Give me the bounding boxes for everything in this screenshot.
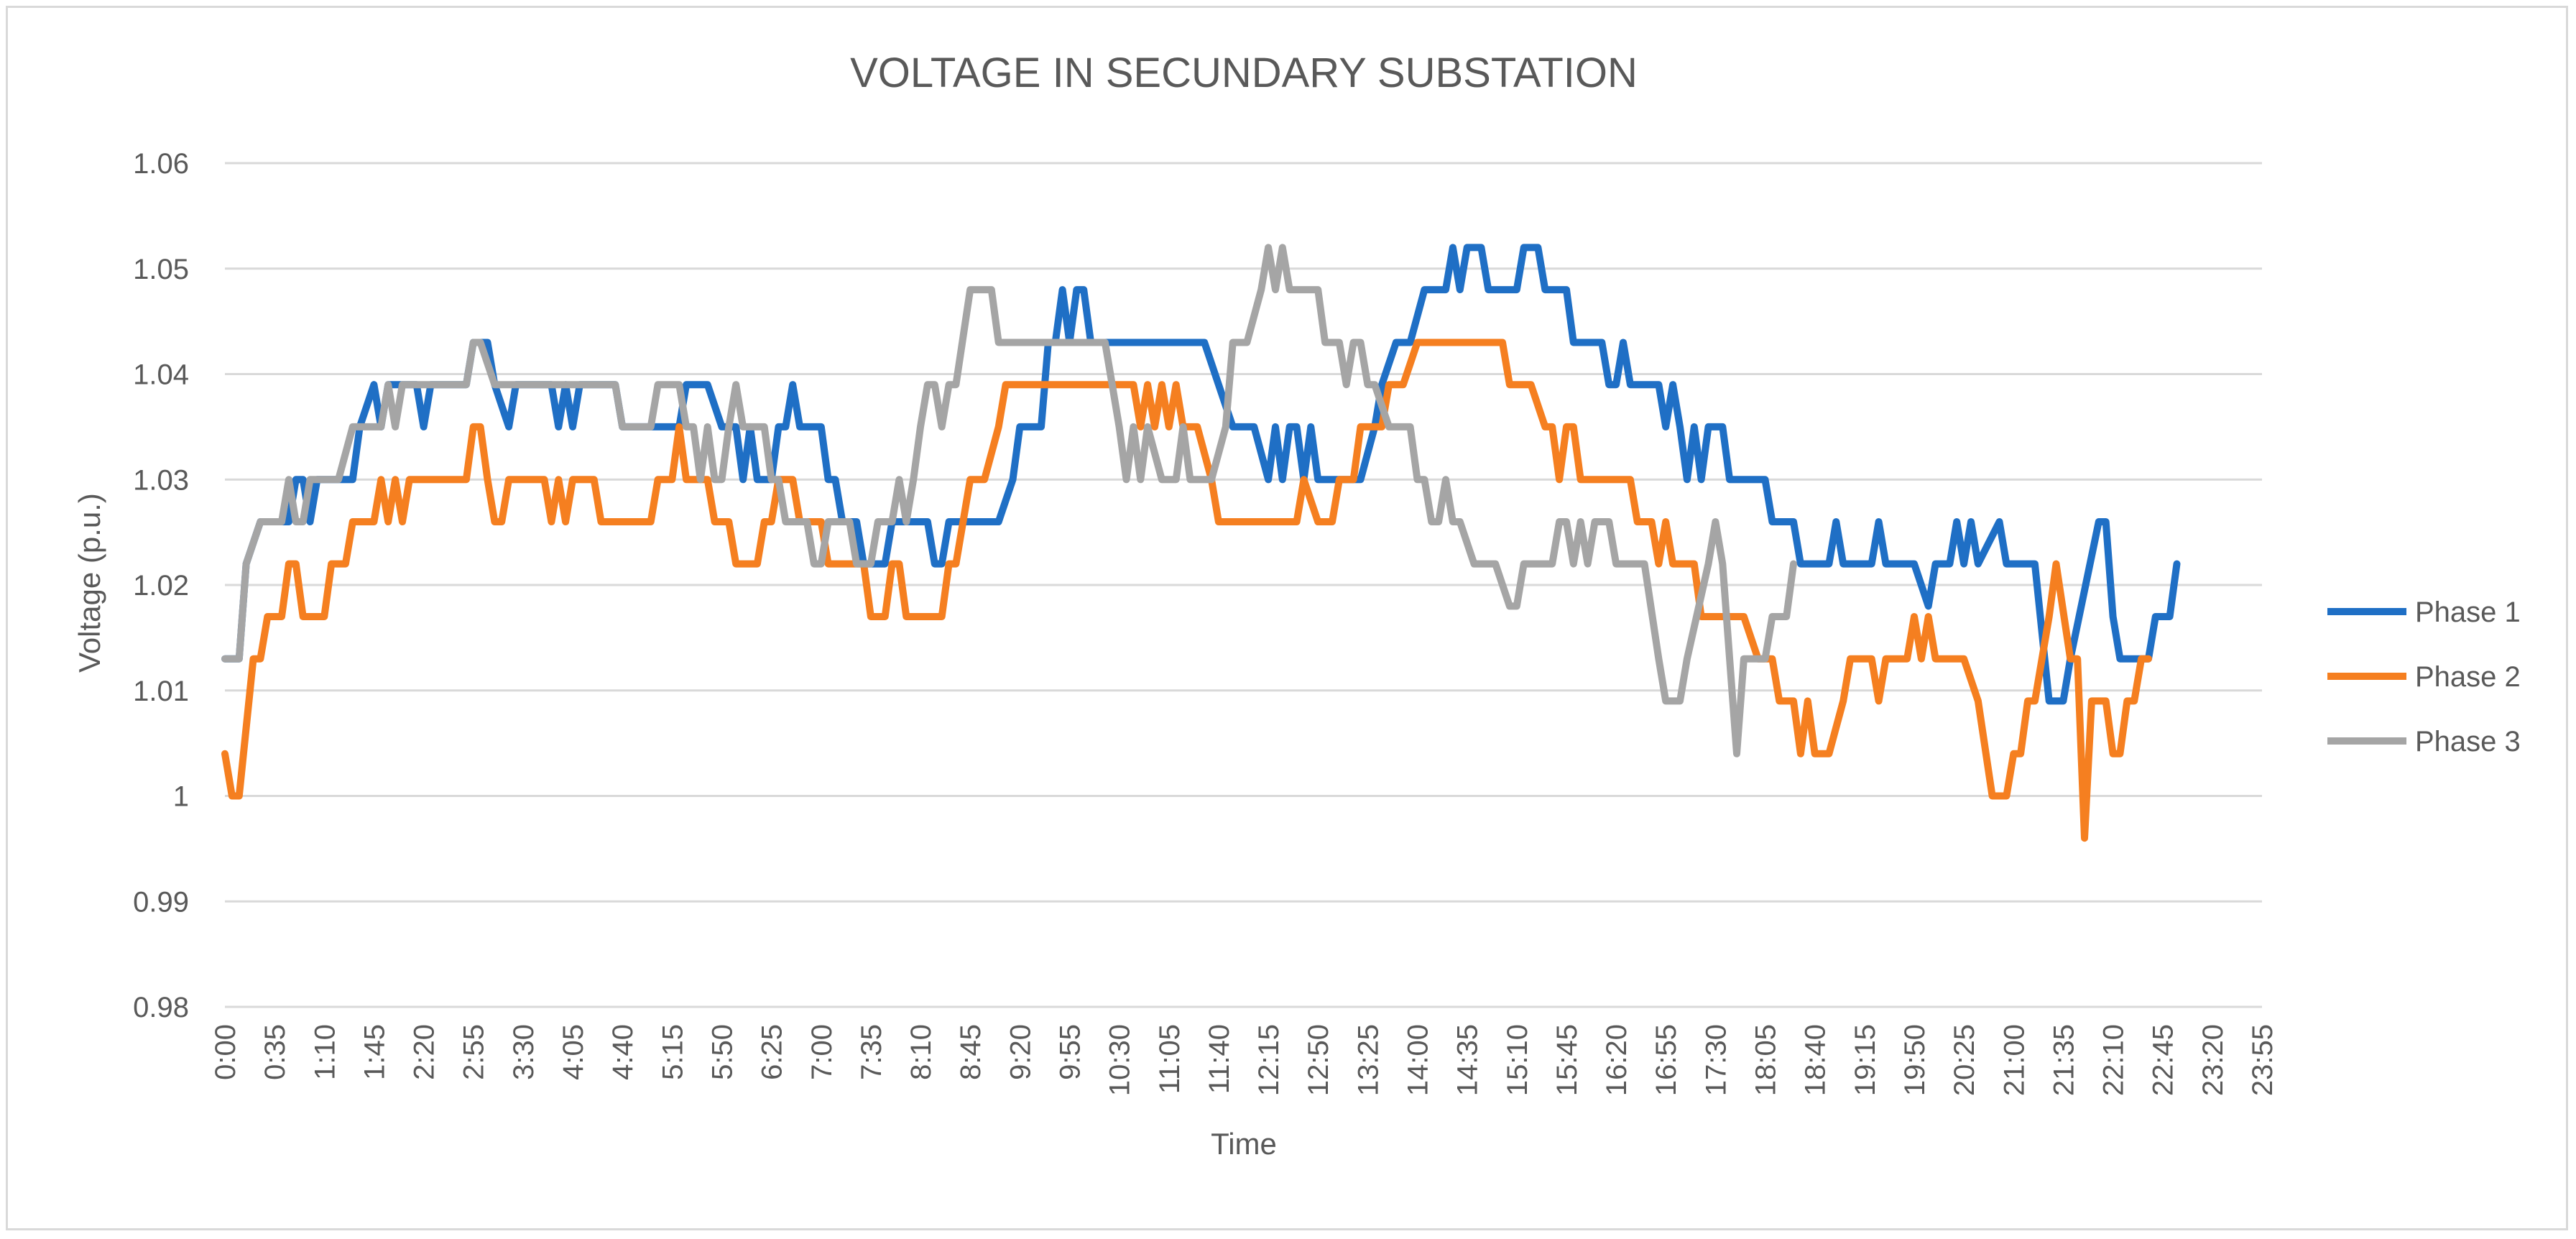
y-tick-label: 0.99 [133,886,189,918]
x-tick-label: 22:45 [2148,1024,2179,1096]
x-tick-label: 17:30 [1700,1024,1732,1096]
x-tick-label: 18:40 [1800,1024,1832,1096]
x-tick-label: 23:55 [2247,1024,2279,1096]
x-tick-label: 1:10 [309,1024,341,1080]
y-tick-label: 1 [173,781,189,813]
x-tick-label: 2:20 [409,1024,440,1080]
x-tick-label: 13:25 [1352,1024,1384,1096]
x-tick-label: 21:00 [1998,1024,2030,1096]
x-tick-label: 8:45 [955,1024,987,1080]
x-tick-label: 5:50 [706,1024,738,1080]
x-tick-label: 0:00 [210,1024,241,1080]
x-tick-label: 0:35 [259,1024,291,1080]
x-tick-label: 20:25 [1949,1024,1980,1096]
x-tick-label: 1:45 [359,1024,390,1080]
y-tick-label: 1.02 [133,570,189,602]
legend-label-phase-2: Phase 2 [2415,661,2521,693]
x-tick-label: 21:35 [2048,1024,2079,1096]
series-line-phase-1 [221,244,2181,705]
x-tick-label: 14:00 [1403,1024,1434,1096]
x-tick-label: 12:50 [1303,1024,1334,1096]
y-axis-ticks: 0.98 0.99 1 1.01 1.02 1.03 1.04 1.05 1.06 [133,148,189,1023]
legend: Phase 1 Phase 2 Phase 3 [2327,597,2521,757]
series-lines [221,244,2181,842]
x-tick-label: 14:35 [1452,1024,1484,1096]
x-tick-label: 16:55 [1651,1024,1682,1096]
y-tick-label: 0.98 [133,992,189,1023]
x-tick-label: 10:30 [1104,1024,1136,1096]
x-tick-label: 3:30 [508,1024,540,1080]
chart-frame: VOLTAGE IN SECUNDARY SUBSTATION 0.98 0.99… [6,6,2568,1230]
series-line-phase-3 [221,244,1797,757]
chart-title: VOLTAGE IN SECUNDARY SUBSTATION [850,50,1638,96]
x-tick-label: 15:10 [1502,1024,1533,1096]
x-tick-label: 15:45 [1551,1024,1583,1096]
x-tick-label: 9:20 [1005,1024,1036,1080]
x-axis-ticks: 0:00 0:35 1:10 1:45 2:20 2:55 3:30 4:05 4:40 5:15… [210,1024,2279,1096]
y-tick-label: 1.01 [133,676,189,707]
y-tick-label: 1.04 [133,359,189,391]
voltage-line-chart: VOLTAGE IN SECUNDARY SUBSTATION 0.98 0.99… [73,50,2521,1161]
x-tick-label: 22:10 [2098,1024,2130,1096]
legend-label-phase-1: Phase 1 [2415,597,2521,628]
x-tick-label: 19:50 [1899,1024,1931,1096]
x-tick-label: 7:00 [806,1024,838,1080]
x-tick-label: 16:20 [1601,1024,1633,1096]
x-tick-label: 11:40 [1204,1024,1235,1094]
x-axis-title: Time [1211,1127,1277,1161]
series-line-phase-2 [221,338,2152,842]
x-tick-label: 12:15 [1253,1024,1285,1096]
x-tick-label: 4:40 [607,1024,639,1080]
y-tick-label: 1.03 [133,464,189,496]
x-tick-label: 18:05 [1750,1024,1782,1096]
y-axis-title: Voltage (p.u.) [73,493,106,673]
legend-label-phase-3: Phase 3 [2415,726,2521,757]
gridlines [225,162,2262,1008]
x-tick-label: 2:55 [458,1024,490,1080]
x-tick-label: 11:05 [1154,1024,1186,1094]
x-tick-label: 19:15 [1850,1024,1881,1096]
x-tick-label: 23:20 [2197,1024,2229,1096]
x-tick-label: 4:05 [558,1024,589,1080]
y-tick-label: 1.06 [133,148,189,180]
x-tick-label: 6:25 [757,1024,788,1080]
y-tick-label: 1.05 [133,254,189,285]
x-tick-label: 8:10 [905,1024,937,1080]
x-tick-label: 9:55 [1054,1024,1086,1080]
x-tick-label: 5:15 [657,1024,688,1080]
x-tick-label: 7:35 [856,1024,887,1080]
